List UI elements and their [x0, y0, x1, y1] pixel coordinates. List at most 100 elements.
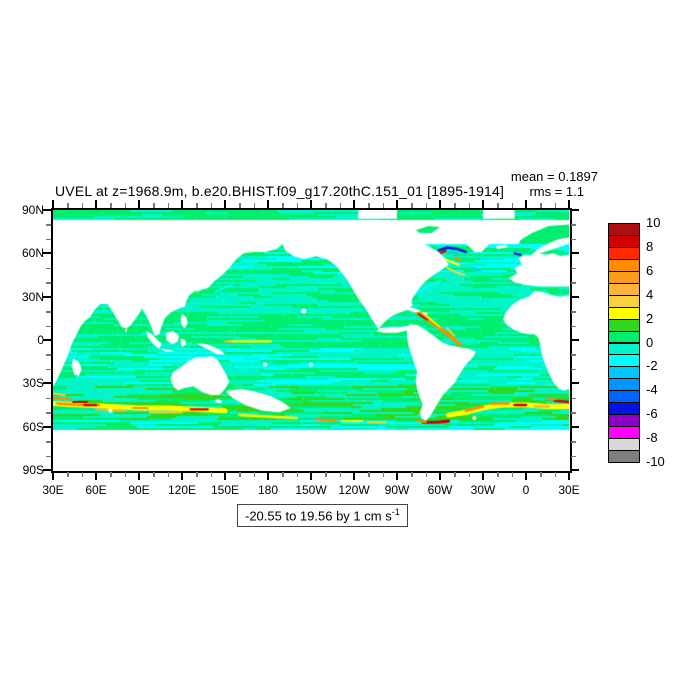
contour-range-text: -20.55 to 19.56 by 1 cm s: [245, 508, 392, 524]
x-minor-tick: [540, 203, 542, 208]
x-major-tick: [267, 472, 269, 480]
colorbar-tick-label: -2: [646, 358, 658, 374]
x-minor-tick: [454, 472, 456, 477]
colorbar-box: [608, 450, 640, 463]
x-minor-tick: [296, 472, 299, 477]
x-major-tick: [138, 200, 140, 208]
x-major-tick: [525, 200, 527, 208]
x-tick-label: 120W: [338, 483, 370, 497]
x-tick-label: 60W: [427, 483, 453, 497]
x-minor-tick: [67, 472, 69, 477]
colorbar-tick-label: -10: [646, 454, 665, 469]
y-minor-tick: [571, 325, 576, 328]
x-minor-tick: [411, 203, 413, 208]
x-major-tick: [267, 200, 269, 208]
x-minor-tick: [511, 203, 514, 208]
x-tick-label: 180: [257, 483, 279, 497]
colorbar-tick-label: 2: [646, 310, 654, 326]
x-major-tick: [353, 200, 355, 208]
y-major-tick: [43, 425, 51, 428]
x-minor-tick: [368, 203, 370, 208]
x-minor-tick: [554, 472, 557, 477]
y-minor-tick: [571, 455, 576, 458]
y-minor-tick: [46, 354, 51, 356]
y-tick-label: 60S: [22, 419, 44, 434]
x-tick-label: 30E: [42, 483, 64, 497]
y-minor-tick: [571, 224, 576, 226]
x-tick-label: 0: [522, 483, 530, 497]
x-minor-tick: [497, 472, 499, 477]
x-major-tick: [310, 472, 312, 480]
x-major-tick: [181, 472, 183, 480]
x-major-tick: [353, 472, 355, 480]
y-minor-tick: [46, 224, 51, 226]
x-major-tick: [568, 200, 570, 208]
colorbar-tick-label: -8: [646, 430, 658, 446]
y-minor-tick: [571, 311, 576, 313]
mean-annotation: mean = 0.1897: [510, 169, 598, 184]
x-tick-label: 60E: [85, 483, 107, 497]
y-minor-tick: [571, 368, 576, 371]
y-major-tick: [571, 252, 579, 255]
x-minor-tick: [196, 203, 198, 208]
x-tick-label: 30E: [558, 483, 580, 497]
y-major-tick: [43, 209, 51, 211]
x-minor-tick: [454, 203, 456, 208]
y-tick-label: 0: [37, 333, 44, 347]
x-minor-tick: [282, 472, 284, 477]
x-minor-tick: [239, 203, 241, 208]
x-minor-tick: [325, 203, 327, 208]
x-tick-label: 150E: [210, 483, 240, 497]
x-minor-tick: [110, 203, 112, 208]
colorbar-tick-label: -4: [646, 382, 658, 398]
contour-range-exponent: -1: [391, 507, 400, 517]
y-major-tick: [571, 209, 579, 211]
y-minor-tick: [46, 397, 51, 400]
y-minor-tick: [46, 282, 51, 284]
y-minor-tick: [571, 282, 576, 284]
x-minor-tick: [210, 203, 213, 208]
y-minor-tick: [46, 455, 51, 458]
y-tick-label: 30N: [21, 289, 44, 304]
y-major-tick: [571, 469, 579, 471]
colorbar-tick-label: 10: [646, 215, 661, 230]
x-minor-tick: [339, 472, 342, 477]
y-minor-tick: [571, 412, 576, 414]
y-minor-tick: [46, 267, 51, 270]
x-minor-tick: [497, 203, 499, 208]
x-minor-tick: [153, 203, 155, 208]
x-major-tick: [439, 200, 441, 208]
y-minor-tick: [46, 325, 51, 328]
x-minor-tick: [239, 472, 241, 477]
x-major-tick: [396, 200, 398, 208]
y-minor-tick: [46, 412, 51, 414]
x-major-tick: [95, 472, 97, 480]
plot-title: UVEL at z=1968.9m, b.e20.BHIST.f09_g17.2…: [55, 183, 505, 199]
y-minor-tick: [571, 441, 576, 443]
y-minor-tick: [571, 267, 576, 270]
filled-contour-map: [53, 210, 569, 470]
colorbar: [608, 223, 640, 463]
x-minor-tick: [110, 472, 112, 477]
x-minor-tick: [196, 472, 198, 477]
x-minor-tick: [368, 472, 370, 477]
x-minor-tick: [153, 472, 155, 477]
x-minor-tick: [81, 203, 84, 208]
y-tick-label: 90S: [22, 463, 44, 477]
y-major-tick: [43, 295, 51, 298]
contour-range-label: -20.55 to 19.56 by 1 cm s-1: [237, 504, 408, 528]
x-major-tick: [482, 472, 484, 480]
x-minor-tick: [167, 472, 170, 477]
x-tick-label: 90W: [384, 483, 410, 497]
x-major-tick: [439, 472, 441, 480]
x-minor-tick: [167, 203, 170, 208]
colorbar-tick-label: 0: [646, 334, 654, 350]
x-minor-tick: [339, 203, 342, 208]
y-major-tick: [43, 382, 51, 385]
x-major-tick: [181, 200, 183, 208]
y-minor-tick: [571, 238, 576, 241]
x-major-tick: [525, 472, 527, 480]
colorbar-tick-label: 4: [646, 286, 654, 302]
x-minor-tick: [296, 203, 299, 208]
x-minor-tick: [554, 203, 557, 208]
